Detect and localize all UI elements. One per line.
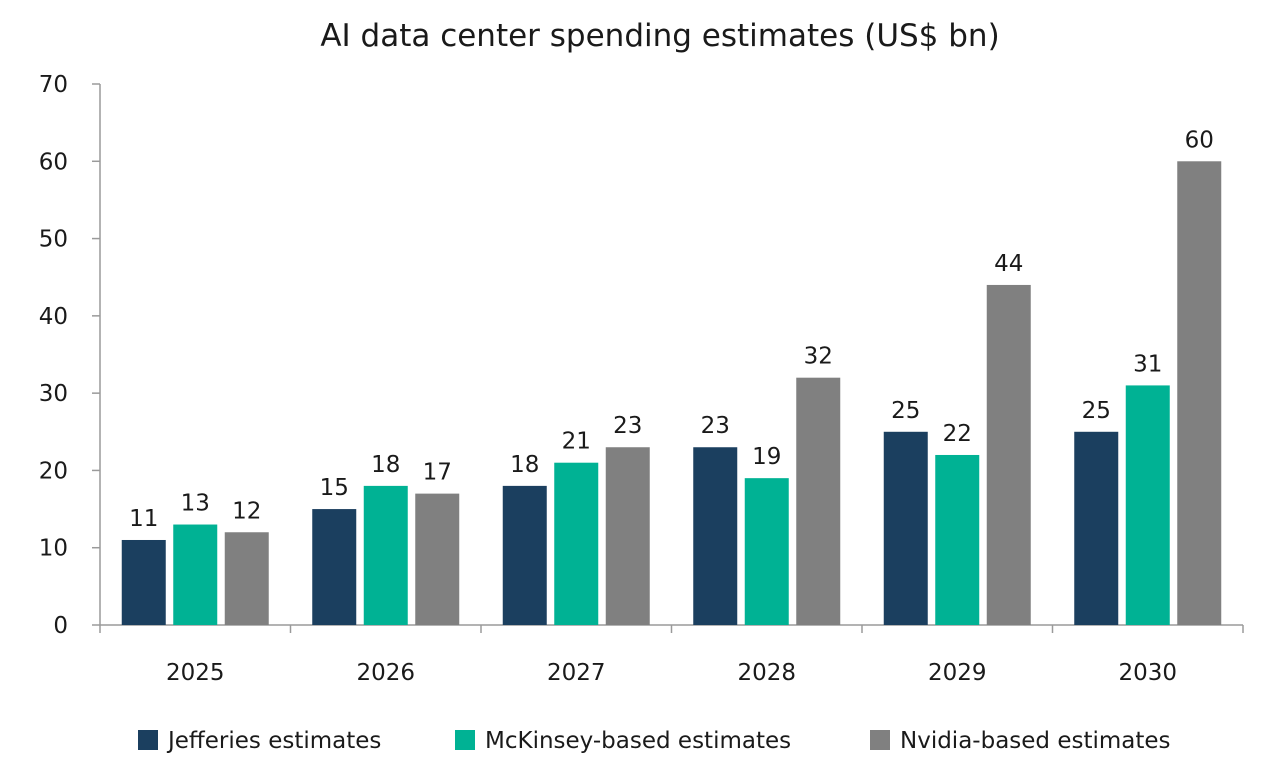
bars (121, 161, 1222, 626)
data-label: 23 (701, 413, 730, 439)
x-tick-label: 2029 (928, 660, 987, 686)
data-label: 13 (181, 491, 210, 517)
bar (363, 485, 408, 625)
bar (312, 509, 357, 625)
y-tick-label: 30 (39, 381, 68, 407)
legend-item: McKinsey-based estimates (455, 728, 791, 754)
y-tick-label: 10 (39, 536, 68, 562)
data-label: 12 (232, 498, 261, 524)
y-tick-label: 60 (39, 149, 68, 175)
data-label: 21 (562, 429, 591, 455)
data-label: 17 (423, 460, 452, 486)
bar (224, 532, 269, 625)
data-label: 18 (371, 452, 400, 478)
bar (173, 524, 218, 625)
x-tick-label: 2028 (737, 660, 796, 686)
bar (935, 454, 980, 625)
data-label: 32 (804, 344, 833, 370)
data-label: 44 (994, 251, 1023, 277)
bar (502, 485, 547, 625)
legend-swatch (455, 730, 475, 750)
legend-label: McKinsey-based estimates (485, 728, 791, 754)
bar (1074, 431, 1119, 625)
bar (1177, 161, 1222, 626)
legend-swatch (138, 730, 158, 750)
y-axis: 0 10 20 30 40 50 60 70 (39, 72, 101, 639)
legend-item: Jefferies estimates (138, 728, 381, 754)
bar (986, 284, 1031, 625)
x-tick-label: 2027 (547, 660, 606, 686)
x-axis: 2025 2026 2027 2028 2029 2030 (99, 624, 1244, 686)
chart-title: AI data center spending estimates (US$ b… (320, 18, 999, 54)
bar (1125, 385, 1170, 625)
data-labels: 11 13 12 15 18 17 18 21 23 23 19 32 25 22 44 25 31 60 (129, 127, 1214, 532)
data-label: 60 (1185, 127, 1214, 153)
bar (605, 447, 650, 625)
bar (744, 478, 789, 625)
data-label: 31 (1133, 351, 1162, 377)
x-tick-label: 2030 (1118, 660, 1177, 686)
legend-item: Nvidia-based estimates (870, 728, 1171, 754)
legend-label: Jefferies estimates (166, 728, 381, 754)
y-tick-label: 40 (39, 304, 68, 330)
data-label: 22 (943, 421, 972, 447)
data-label: 25 (1082, 398, 1111, 424)
y-tick-label: 50 (39, 227, 68, 253)
y-tick-label: 20 (39, 458, 68, 484)
legend: Jefferies estimates McKinsey-based estima… (138, 728, 1171, 754)
data-label: 15 (320, 475, 349, 501)
bar (121, 539, 166, 625)
data-label: 25 (891, 398, 920, 424)
data-label: 11 (129, 506, 158, 532)
bar (796, 377, 841, 625)
legend-swatch (870, 730, 890, 750)
data-label: 23 (613, 413, 642, 439)
data-label: 19 (752, 444, 781, 470)
x-tick-label: 2026 (356, 660, 415, 686)
legend-label: Nvidia-based estimates (900, 728, 1171, 754)
bar (883, 431, 928, 625)
y-tick-label: 70 (39, 72, 68, 98)
bar (693, 447, 738, 625)
y-tick-label: 0 (53, 613, 68, 639)
data-label: 18 (510, 452, 539, 478)
bar (415, 493, 460, 625)
bar (554, 462, 599, 625)
x-tick-label: 2025 (166, 660, 225, 686)
